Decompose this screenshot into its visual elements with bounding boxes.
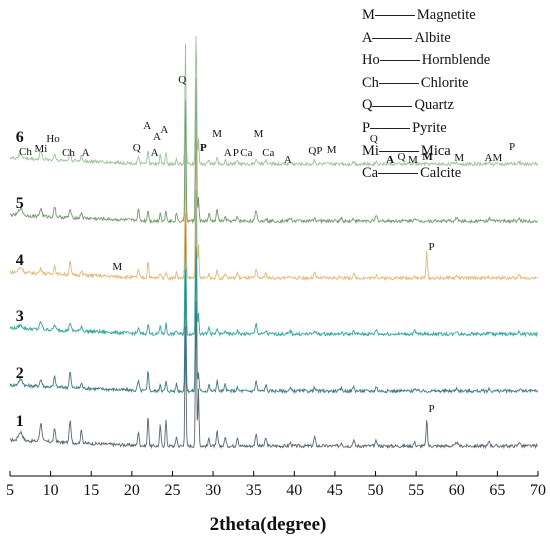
xrd-trace-4 [9,134,538,282]
legend: M Magnetite A Albite Ho Hornblende Ch Chlorite Q… [362,4,550,185]
peak-label: A [160,124,168,136]
peak-label: A [153,131,161,143]
peak-label: Q [370,133,378,145]
x-tick-label: 5 [6,482,14,499]
peak-label: M [422,151,433,163]
legend-item: M Magnetite [362,4,550,27]
x-tick-label: 35 [246,482,262,499]
legend-dash [370,128,411,130]
legend-name: Pyrite [412,119,447,136]
peak-label: M [454,152,464,164]
x-axis: 5 10 15 20 25 30 35 40 45 50 55 60 65 70 [6,471,546,499]
peak-label: Mi [34,143,47,155]
legend-item: P Pyrite [362,117,550,140]
legend-name: Magnetite [416,7,476,23]
peak-label: A [191,0,199,3]
legend-name: Chlorite [420,74,469,91]
peak-label: P [509,141,515,153]
legend-code: M [362,7,375,23]
xrd-trace-2 [9,246,539,395]
peak-label: M [212,128,222,140]
legend-name: Albite [414,29,451,46]
series-label: 2 [16,365,24,382]
x-tick-label: 55 [408,482,424,499]
series-label: 1 [16,413,24,430]
x-tick-label: 40 [286,482,302,499]
legend-name: Hornblende [421,52,491,69]
legend-item: Ho Hornblende [362,49,550,72]
legend-name: Quartz [414,97,454,114]
peak-label: M [254,128,264,140]
peak-label: Ca [240,147,252,159]
legend-dash [378,82,419,84]
legend-dash [378,150,419,152]
peak-label: A [143,120,151,132]
legend-code: Ch [362,74,379,91]
legend-dash [372,37,413,39]
peak-label: P [429,241,435,253]
series-label: 3 [16,308,24,325]
legend-code: Mi [362,142,379,159]
legend-dash [379,60,420,62]
xrd-trace-5 [9,78,538,225]
x-tick-label: 45 [327,482,343,499]
xrd-traces [9,35,539,450]
xrd-trace-6 [9,35,539,168]
legend-name: Calcite [420,165,462,182]
x-tick-label: 65 [489,482,505,499]
legend-code: A [362,29,373,46]
x-tick-label: 60 [449,482,465,499]
peak-label: M [492,152,502,164]
peak-label: Ch [62,147,75,159]
peak-label: A [82,147,90,159]
peak-label: Q [133,142,141,154]
peak-label: P [200,142,207,154]
legend-name: Mica [420,142,451,159]
series-label: 6 [16,129,24,146]
xrd-trace-3 [9,190,539,338]
peak-label: A [224,147,232,159]
peak-label: Q [398,151,406,163]
peak-label: M [408,154,418,166]
legend-code: Ca [362,165,379,182]
x-tick-label: 30 [205,482,221,499]
peak-label: A [284,154,292,166]
peak-label: P [429,403,435,415]
x-axis-label: 2theta(degree) [210,514,327,535]
legend-item: Ch Chlorite [362,72,550,95]
legend-dash [372,105,413,107]
peak-label: Ho [46,133,60,145]
x-tick-label: 20 [124,482,140,499]
peak-label: M [112,261,122,273]
legend-item: Ca Calcite [362,162,550,185]
legend-dash [374,15,415,17]
peak-label: QP [308,145,322,157]
legend-item: Q Quartz [362,94,550,117]
x-tick-label: 15 [83,482,99,499]
legend-code: Q [362,97,373,114]
x-tick-label: 50 [368,482,384,499]
xrd-trace-1 [9,300,538,450]
legend-item: A Albite [362,27,550,50]
peak-label: P [233,147,239,159]
peak-label: M [327,144,337,156]
peak-label: Ch [19,146,32,158]
x-tick-label: 25 [164,482,180,499]
peak-label: A [386,154,394,166]
x-tick-label: 10 [43,482,59,499]
legend-code: P [362,119,371,136]
peak-label: A [151,147,159,159]
peak-label: Ca [262,147,274,159]
peak-label: A [484,152,492,164]
peak-label: Q [178,74,186,86]
peak-annotations: 6ChMiHoChAQAAAAQAPMAPCaMCaAQPMQAQMMMAMP5… [16,0,515,430]
legend-item: Mi Mica [362,140,550,163]
legend-dash [378,173,419,175]
legend-code: Ho [362,52,380,69]
series-label: 5 [16,195,24,212]
series-label: 4 [16,252,24,269]
x-tick-label: 70 [530,482,546,499]
